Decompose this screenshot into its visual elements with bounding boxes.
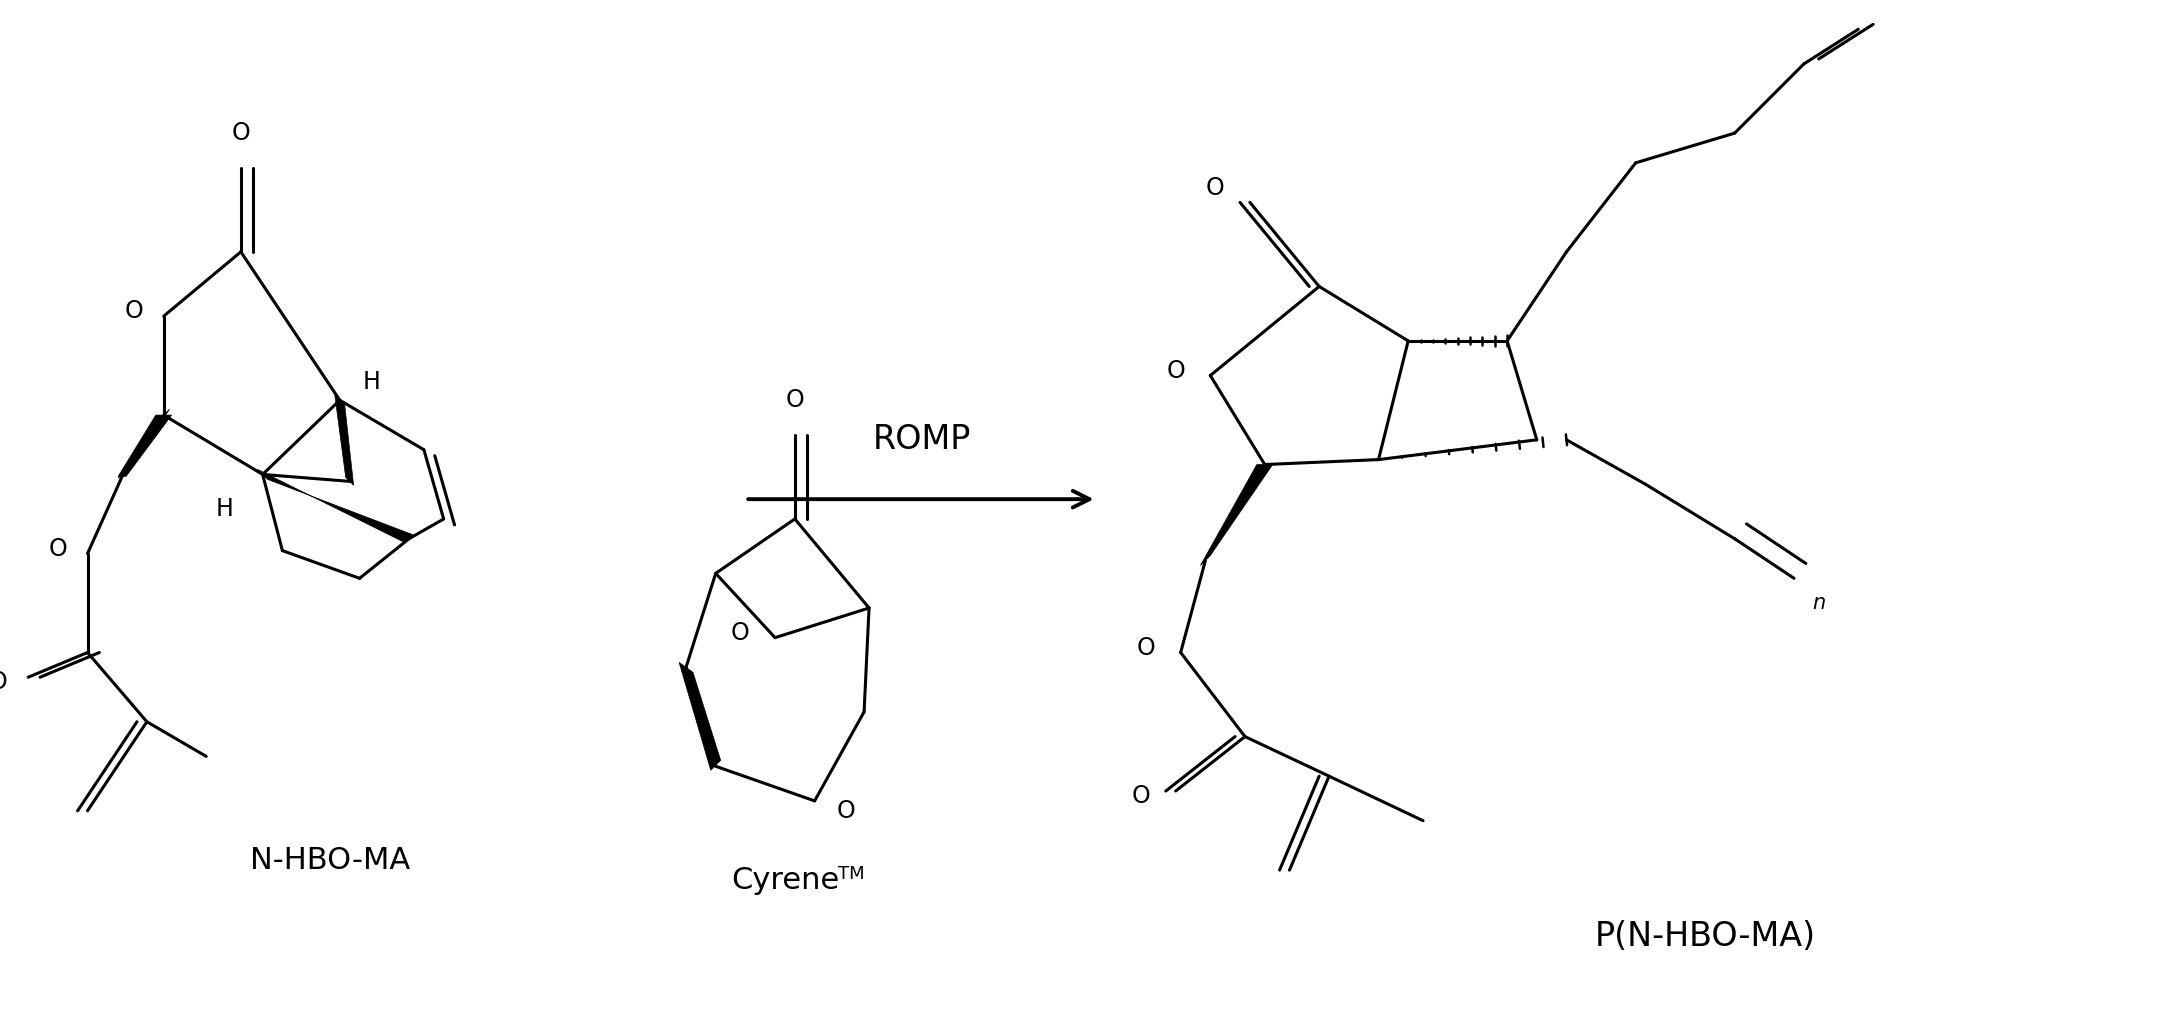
Text: H: H xyxy=(363,370,381,394)
Text: N-HBO-MA: N-HBO-MA xyxy=(249,846,411,875)
Text: O: O xyxy=(0,670,9,695)
Text: H: H xyxy=(216,497,234,521)
Text: O: O xyxy=(48,537,67,561)
Text: P(N-HBO-MA): P(N-HBO-MA) xyxy=(1594,920,1815,953)
Text: TM: TM xyxy=(839,865,865,883)
Text: O: O xyxy=(1207,176,1224,200)
Text: O: O xyxy=(1131,784,1151,808)
Text: O: O xyxy=(1166,358,1185,383)
Text: n: n xyxy=(1813,593,1826,613)
Text: O: O xyxy=(837,799,857,823)
Text: O: O xyxy=(125,299,143,323)
Polygon shape xyxy=(257,469,413,542)
Text: O: O xyxy=(231,121,251,145)
Text: O: O xyxy=(731,620,751,645)
Polygon shape xyxy=(119,415,171,476)
Polygon shape xyxy=(1200,464,1272,566)
Text: O: O xyxy=(1138,636,1155,660)
Polygon shape xyxy=(119,410,169,478)
Text: O: O xyxy=(785,388,805,413)
Text: ROMP: ROMP xyxy=(872,423,971,456)
Text: Cyrene: Cyrene xyxy=(731,865,839,894)
Polygon shape xyxy=(335,395,353,486)
Polygon shape xyxy=(679,663,720,771)
